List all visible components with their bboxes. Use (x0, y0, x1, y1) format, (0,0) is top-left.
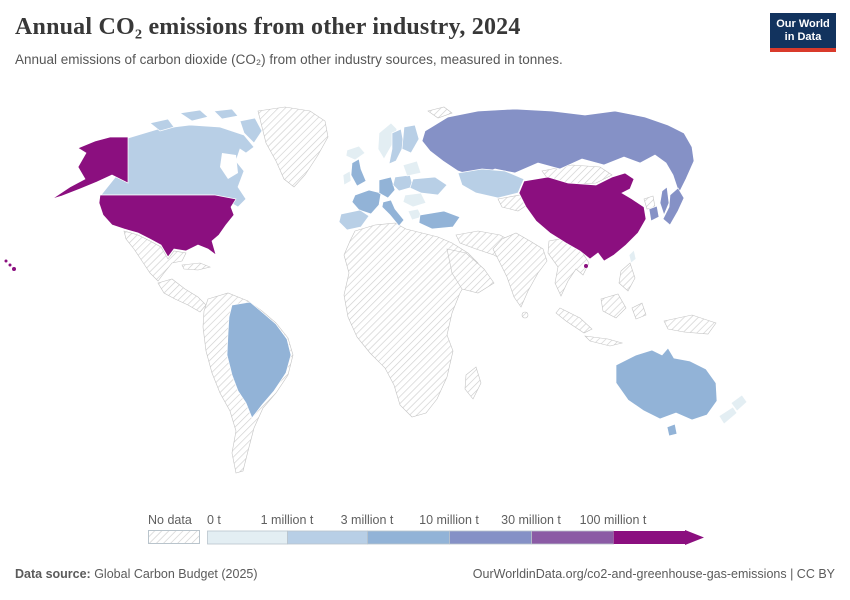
legend-color-bar (207, 530, 704, 545)
hudson-bay (220, 153, 238, 179)
world-map (4, 106, 748, 474)
map-legend: No data 0 t 1 million t 3 million t 10 m… (148, 513, 708, 551)
region-tasmania[interactable] (666, 423, 678, 437)
region-kazakhstan[interactable] (457, 168, 525, 199)
legend-tick-0: 0 t (207, 513, 221, 527)
legend-tick-4: 30 million t (501, 513, 561, 527)
region-china[interactable] (518, 172, 647, 262)
region-new-zealand-north[interactable] (730, 394, 748, 412)
region-finland[interactable] (401, 124, 420, 154)
legend-bin-1[interactable] (287, 530, 368, 545)
region-brazil[interactable] (226, 301, 292, 419)
legend-bin-0[interactable] (207, 530, 288, 545)
legend-tick-3: 10 million t (419, 513, 479, 527)
region-madagascar[interactable] (464, 366, 482, 400)
region-usa-lower48[interactable] (98, 194, 237, 258)
data-source-label: Data source: (15, 567, 91, 581)
region-central-america[interactable] (157, 278, 207, 313)
region-borneo[interactable] (600, 293, 627, 319)
region-canada-baffin-island[interactable] (239, 117, 263, 144)
legend-no-data-label: No data (148, 513, 192, 527)
legend-ticks: 0 t 1 million t 3 million t 10 million t… (207, 513, 707, 530)
region-united-kingdom[interactable] (350, 158, 367, 187)
region-france[interactable] (351, 189, 382, 215)
chart-subtitle: Annual emissions of carbon dioxide (CO₂)… (15, 52, 563, 67)
region-usa-alaska[interactable] (51, 136, 129, 200)
region-baltics-belarus[interactable] (402, 160, 422, 177)
legend-no-data[interactable]: No data (148, 513, 200, 548)
region-poland[interactable] (392, 174, 414, 192)
region-new-zealand-south[interactable] (718, 406, 738, 425)
region-taiwan[interactable] (628, 249, 637, 264)
region-greenland[interactable] (257, 106, 329, 188)
legend-bin-2[interactable] (367, 530, 450, 545)
data-source-value[interactable]: Global Carbon Budget (2025) (90, 567, 258, 581)
owid-logo-accent-bar (770, 48, 836, 52)
owid-logo-box: Our World in Data (770, 13, 836, 48)
region-sulawesi[interactable] (631, 302, 647, 320)
legend-tick-5: 100 million t (579, 513, 647, 527)
region-ireland[interactable] (342, 170, 352, 186)
region-java[interactable] (584, 335, 624, 347)
legend-bin-5[interactable] (613, 531, 686, 544)
region-canada-arctic-island-1[interactable] (149, 118, 175, 132)
owid-logo-line1: Our World (776, 18, 830, 30)
region-japan[interactable] (662, 187, 685, 226)
owid-url-license[interactable]: OurWorldinData.org/co2-and-greenhouse-ga… (472, 567, 835, 581)
region-ukraine[interactable] (409, 176, 448, 196)
legend-tick-1: 1 million t (260, 513, 314, 527)
region-africa[interactable] (343, 222, 481, 418)
region-usa-hawaii-2[interactable] (8, 263, 12, 267)
region-italy[interactable] (381, 199, 405, 227)
region-turkey[interactable] (418, 210, 461, 230)
region-australia[interactable] (615, 347, 718, 421)
region-mexico[interactable] (123, 230, 187, 282)
region-canada-arctic-island-2[interactable] (179, 109, 209, 122)
region-canada[interactable] (100, 124, 255, 208)
region-china-hainan[interactable] (584, 264, 588, 268)
region-usa-hawaii-1[interactable] (4, 259, 8, 263)
legend-bin-4[interactable] (531, 530, 614, 545)
region-philippines[interactable] (618, 262, 636, 292)
legend-bar: 0 t 1 million t 3 million t 10 million t… (207, 513, 707, 549)
legend-bin-5-arrow[interactable] (685, 530, 704, 545)
region-usa-hawaii-3[interactable] (12, 267, 16, 271)
owid-logo[interactable]: Our World in Data (770, 13, 836, 52)
region-sakhalin[interactable] (659, 186, 670, 216)
region-sri-lanka[interactable] (521, 311, 529, 319)
chart-title: Annual CO₂ emissions from other industry… (15, 14, 521, 40)
region-sumatra[interactable] (555, 307, 593, 334)
region-canada-arctic-island-3[interactable] (213, 108, 239, 120)
data-source-line[interactable]: Data source: Global Carbon Budget (2025) (15, 567, 258, 581)
region-middle-east[interactable] (446, 248, 495, 294)
region-new-guinea[interactable] (663, 314, 717, 335)
region-svalbard[interactable] (427, 106, 453, 119)
region-romania-balkans[interactable] (402, 192, 427, 208)
legend-bin-3[interactable] (449, 530, 532, 545)
region-india[interactable] (492, 232, 548, 308)
owid-logo-line2: in Data (784, 31, 822, 43)
region-spain[interactable] (338, 209, 370, 231)
region-germany[interactable] (378, 176, 396, 199)
legend-no-data-swatch[interactable] (148, 530, 200, 545)
region-sweden[interactable] (388, 128, 405, 165)
legend-tick-2: 3 million t (340, 513, 394, 527)
region-iceland[interactable] (345, 145, 366, 161)
region-cuba[interactable] (181, 262, 211, 271)
region-south-korea[interactable] (648, 205, 660, 222)
